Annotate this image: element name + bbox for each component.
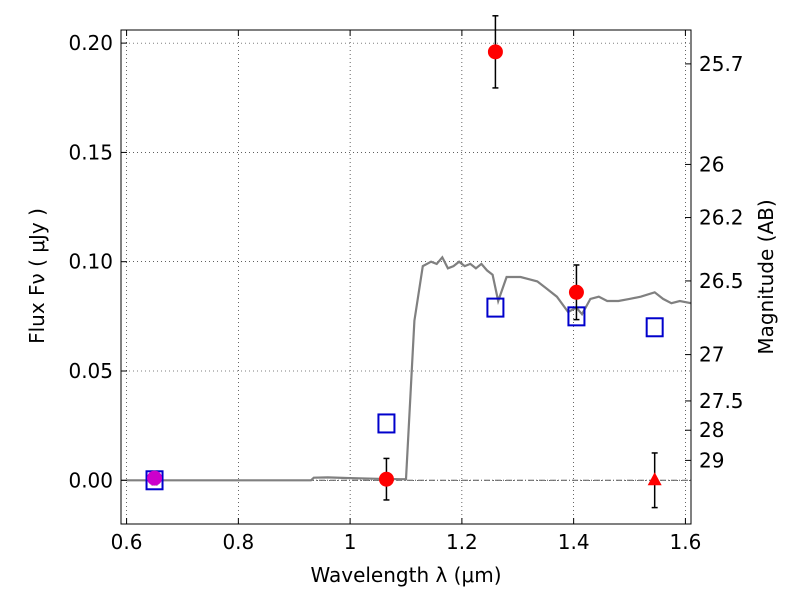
observed-point (487, 44, 503, 60)
y-ticks: 0.00 0.05 0.10 0.15 0.20 (68, 31, 127, 492)
model-photometry-square (645, 317, 664, 338)
observed-point (378, 471, 394, 487)
x-tick-label: 0.6 (111, 530, 143, 554)
x-tick-label: 1.2 (446, 530, 478, 554)
magnitude-tick-label: 26.2 (699, 206, 744, 230)
x-tick-label: 1.4 (558, 530, 590, 554)
model-spectrum (126, 255, 692, 482)
observed-point (568, 284, 584, 300)
observed-points (147, 44, 662, 487)
x-axis-label: Wavelength λ (μm) (310, 563, 501, 587)
x-ticks: 0.6 0.8 1 1.2 1.4 1.6 (111, 30, 702, 554)
x-tick-label: 1.6 (670, 530, 702, 554)
model-photometry-squares (145, 297, 664, 491)
y-tick-label: 0.05 (68, 359, 113, 383)
model-photometry-square (486, 297, 505, 318)
magnitude-tick-label: 28 (699, 418, 724, 442)
x-tick-label: 0.8 (222, 530, 254, 554)
y-tick-label: 0.20 (68, 31, 113, 55)
magnitude-tick-label: 27 (699, 343, 724, 367)
y-tick-label: 0.10 (68, 250, 113, 274)
magnitude-tick-label: 29 (699, 448, 724, 472)
magnitude-tick-label: 25.7 (699, 52, 744, 76)
y-tick-label: 0.15 (68, 140, 113, 164)
y2-axis-label: Magnitude (AB) (754, 199, 778, 354)
plot-frame (120, 29, 692, 525)
upper-limit-triangle (647, 472, 662, 486)
x-tick-label: 1 (344, 530, 357, 554)
magnitude-ticks: 25.7 26 26.2 26.5 27 27.5 28 29 (685, 52, 744, 472)
y-axis-label: Flux Fν ( μJy ) (25, 208, 49, 344)
magnitude-tick-label: 27.5 (699, 389, 744, 413)
model-photometry-square (377, 413, 396, 434)
observed-point (147, 470, 163, 486)
model-spectrum-line (126, 255, 692, 482)
grid-lines (121, 30, 691, 524)
magnitude-tick-label: 26 (699, 152, 724, 176)
y-tick-label: 0.00 (68, 468, 113, 492)
magnitude-tick-label: 26.5 (699, 269, 744, 293)
